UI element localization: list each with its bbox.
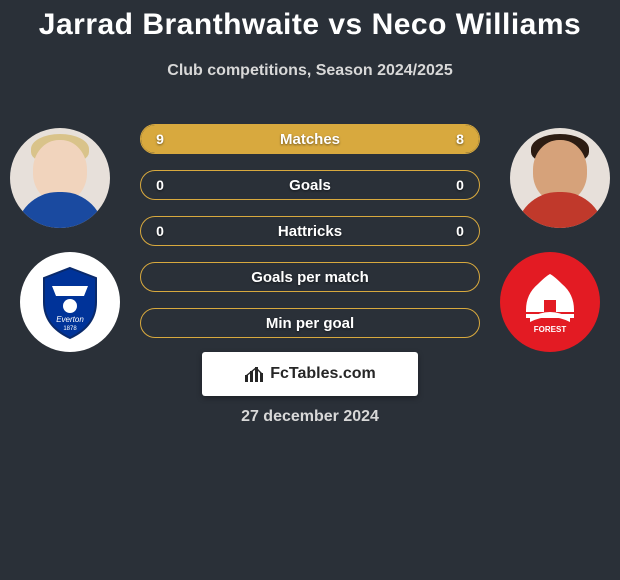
- stat-fill-left: [141, 125, 320, 153]
- stat-row-goals-per-match: Goals per match: [140, 262, 480, 292]
- svg-text:Everton: Everton: [56, 315, 84, 324]
- subtitle: Club competitions, Season 2024/2025: [0, 62, 620, 80]
- player-left-portrait: [10, 128, 110, 228]
- stat-value-right: [445, 263, 475, 291]
- club-crest-right: FOREST: [500, 252, 600, 352]
- stat-value-left: 0: [145, 171, 175, 199]
- comparison-bars: 9 8 Matches 0 0 Goals 0 0 Hattricks Goal…: [140, 124, 480, 354]
- stat-label: Hattricks: [141, 217, 479, 245]
- club-crest-left: Everton 1878: [20, 252, 120, 352]
- date-text: 27 december 2024: [0, 408, 620, 426]
- stat-value-left: 0: [145, 217, 175, 245]
- watermark-badge: FcTables.com: [202, 352, 418, 396]
- stat-value-right: 0: [445, 217, 475, 245]
- stat-value-left: [145, 263, 175, 291]
- watermark-text: FcTables.com: [270, 365, 376, 383]
- stat-row-hattricks: 0 0 Hattricks: [140, 216, 480, 246]
- stat-label: Goals per match: [141, 263, 479, 291]
- bars-icon: [244, 365, 264, 383]
- svg-text:1878: 1878: [63, 326, 77, 332]
- stat-row-goals: 0 0 Goals: [140, 170, 480, 200]
- stat-value-left: [145, 309, 175, 337]
- stat-fill-right: [320, 125, 479, 153]
- player-right-portrait: [510, 128, 610, 228]
- stat-label: Min per goal: [141, 309, 479, 337]
- stat-row-min-per-goal: Min per goal: [140, 308, 480, 338]
- svg-text:FOREST: FOREST: [534, 325, 567, 334]
- stat-row-matches: 9 8 Matches: [140, 124, 480, 154]
- stat-value-right: [445, 309, 475, 337]
- stat-label: Goals: [141, 171, 479, 199]
- page-title: Jarrad Branthwaite vs Neco Williams: [0, 8, 620, 42]
- stat-value-right: 0: [445, 171, 475, 199]
